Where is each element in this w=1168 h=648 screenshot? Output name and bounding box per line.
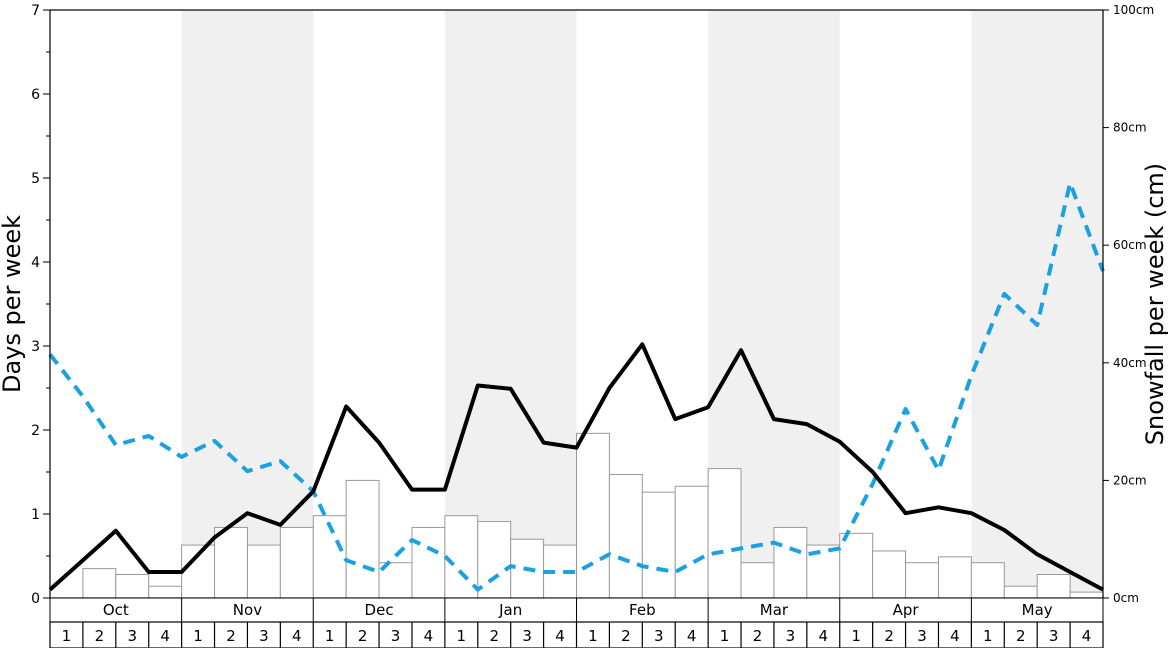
- y2-tick-label: 100cm: [1113, 3, 1154, 17]
- snowfall-bar: [970, 562, 1005, 599]
- snowfall-bar: [608, 474, 643, 599]
- y-axis-label: Days per week: [0, 215, 26, 393]
- week-label: 4: [1082, 627, 1092, 645]
- week-label: 3: [127, 627, 137, 645]
- snowfall-bar: [214, 526, 248, 599]
- week-label: 3: [259, 627, 269, 645]
- snowfall-bar: [937, 556, 972, 599]
- snowfall-bar: [82, 568, 117, 599]
- week-label: 2: [753, 627, 763, 645]
- week-label: 2: [884, 627, 894, 645]
- week-label: 1: [193, 627, 203, 645]
- snowfall-bar: [510, 538, 545, 599]
- week-label: 2: [489, 627, 499, 645]
- week-label: 4: [555, 627, 565, 645]
- week-label: 1: [325, 627, 335, 645]
- snowfall-bar: [872, 550, 907, 599]
- y2-tick-label: 20cm: [1113, 473, 1147, 487]
- month-shade-nov: [181, 10, 314, 598]
- y-tick-label: 5: [31, 171, 40, 187]
- snowfall-bar: [279, 526, 314, 599]
- month-label-nov: Nov: [233, 601, 262, 619]
- week-label: 1: [983, 627, 993, 645]
- snowfall-bar: [148, 585, 183, 599]
- week-label: 2: [95, 627, 105, 645]
- week-label: 4: [687, 627, 697, 645]
- week-label: 3: [654, 627, 664, 645]
- month-shade-may: [971, 10, 1103, 598]
- week-label: 3: [522, 627, 532, 645]
- y2-tick-label: 80cm: [1113, 121, 1147, 135]
- snowfall-bar: [1069, 591, 1104, 599]
- week-label: 1: [457, 627, 467, 645]
- week-label: 3: [917, 627, 927, 645]
- y2-tick-label: 40cm: [1113, 356, 1147, 370]
- week-label: 4: [292, 627, 302, 645]
- week-label: 1: [588, 627, 598, 645]
- y-tick-label: 3: [31, 339, 40, 355]
- month-shading: [181, 10, 1103, 598]
- week-label: 4: [160, 627, 170, 645]
- snowfall-bar: [740, 562, 775, 599]
- week-label: 1: [851, 627, 861, 645]
- week-label: 1: [62, 627, 72, 645]
- month-label-jan: Jan: [498, 601, 522, 619]
- snowfall-bar: [707, 468, 742, 599]
- month-label-apr: Apr: [893, 601, 920, 619]
- month-label-may: May: [1022, 601, 1053, 619]
- snowfall-bar: [576, 432, 610, 599]
- snowfall-bar: [411, 526, 446, 599]
- snowfall-bars: [82, 432, 1104, 599]
- snowfall-bar: [839, 532, 874, 599]
- snowfall-bar: [345, 479, 380, 599]
- y-tick-label: 7: [31, 3, 40, 19]
- y-tick-label: 2: [31, 423, 40, 439]
- month-label-dec: Dec: [365, 601, 394, 619]
- snowfall-bar: [641, 491, 676, 599]
- y-tick-label: 4: [31, 255, 40, 271]
- week-label: 3: [786, 627, 796, 645]
- y2-tick-label: 0cm: [1113, 591, 1139, 605]
- left-y-axis: 0 1 2 3 4 5 6 7: [31, 3, 50, 607]
- snowfall-bar: [246, 544, 281, 599]
- snowfall-bar: [773, 526, 808, 599]
- y-tick-label: 0: [31, 591, 40, 607]
- y-tick-label: 6: [31, 87, 40, 103]
- week-label: 3: [391, 627, 401, 645]
- snowfall-bar: [477, 521, 512, 599]
- y2-tick-label: 60cm: [1113, 238, 1147, 252]
- month-shade-jan: [444, 10, 577, 598]
- week-label: 2: [358, 627, 368, 645]
- month-label-mar: Mar: [760, 601, 789, 619]
- week-label: 4: [819, 627, 829, 645]
- week-label: 2: [1016, 627, 1026, 645]
- month-label-feb: Feb: [629, 601, 656, 619]
- x-axis: Oct Nov Dec Jan Feb Mar Apr May 1 2 3 4 1 2 3 4 1 2 3 4 1 2 3 4…: [49, 597, 1104, 648]
- week-label: 3: [1049, 627, 1059, 645]
- y2-axis-label: Snowfall per week (cm): [1141, 163, 1168, 445]
- snowfall-bar: [905, 562, 939, 599]
- snowfall-bar: [674, 485, 709, 599]
- snowfall-bar: [115, 573, 150, 599]
- right-y-axis: 0cm 20cm 40cm 60cm 80cm 100cm: [1103, 3, 1154, 605]
- y-tick-label: 1: [31, 507, 40, 523]
- week-label: 1: [720, 627, 730, 645]
- week-label: 2: [621, 627, 631, 645]
- week-label: 4: [950, 627, 960, 645]
- week-label: 2: [226, 627, 236, 645]
- week-label: 4: [424, 627, 434, 645]
- dashed-series: [48, 181, 1105, 592]
- snowfall-bar: [1003, 585, 1038, 599]
- snowfall-bar: [1036, 573, 1071, 599]
- month-label-oct: Oct: [103, 601, 129, 619]
